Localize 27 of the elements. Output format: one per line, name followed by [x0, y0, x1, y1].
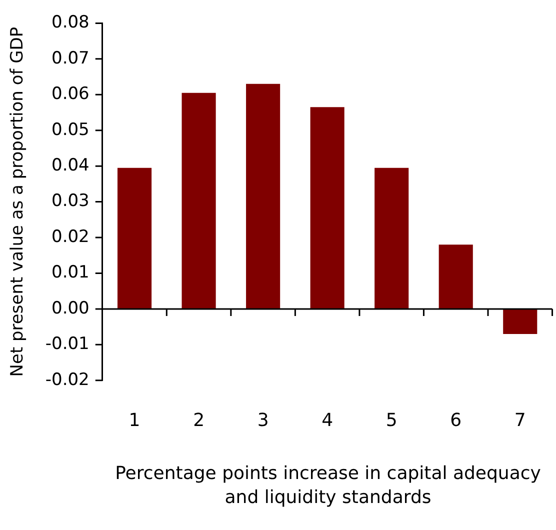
x-tick-label: 5	[386, 410, 398, 431]
y-tick-label: 0.07	[52, 48, 90, 68]
bar	[246, 84, 280, 309]
bar	[117, 168, 152, 309]
y-tick-label: 0.08	[52, 12, 90, 33]
y-tick-label: 0.04	[52, 156, 90, 176]
y-tick-label: -0.01	[45, 334, 90, 354]
x-tick-label: 2	[193, 410, 205, 431]
bar	[182, 92, 216, 309]
bar	[310, 107, 344, 309]
bar	[503, 308, 538, 334]
x-tick-label: 7	[514, 410, 526, 431]
y-tick-label: 0.03	[52, 191, 90, 212]
x-axis-title: Percentage points increase in capital adequacy and liquidity standards	[114, 462, 542, 510]
bar	[438, 244, 473, 309]
y-tick-label: 0.06	[52, 84, 90, 104]
bar	[374, 168, 409, 309]
x-tick-label: 6	[450, 410, 462, 431]
y-axis-title: Net present value as a proportion of GDP	[8, 26, 28, 377]
x-tick-label: 3	[257, 410, 269, 431]
x-tick-label: 4	[322, 410, 334, 431]
y-tick-label: 0.05	[52, 120, 90, 140]
x-tick-label: 1	[128, 410, 140, 431]
y-tick-label: 0.02	[52, 226, 90, 247]
y-tick-label: 0.00	[52, 298, 90, 318]
y-tick-label: -0.02	[45, 370, 90, 390]
y-tick-label: 0.01	[52, 262, 90, 283]
